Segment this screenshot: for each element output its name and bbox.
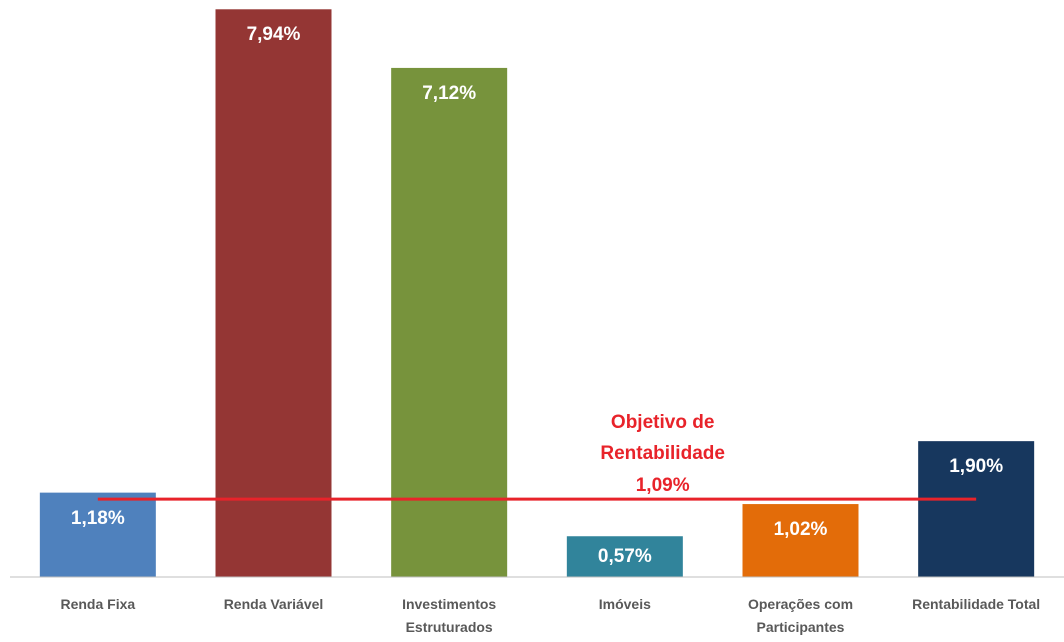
- x-tick-label: Imóveis: [598, 596, 651, 612]
- value-label: 1,02%: [773, 519, 828, 541]
- bar: [918, 441, 1035, 577]
- value-label: 0,57%: [597, 545, 652, 567]
- bar: [39, 492, 156, 577]
- annotation-value: 1,09%: [635, 475, 690, 496]
- bar: [391, 67, 508, 578]
- x-tick-label: Renda Variável: [223, 596, 324, 612]
- value-label: 1,90%: [949, 456, 1004, 478]
- x-tick-label: Renda Fixa: [60, 596, 136, 612]
- bar: [566, 536, 683, 577]
- value-label: 1,18%: [70, 507, 125, 529]
- bar: [215, 9, 332, 578]
- x-tick-label: Investimentos Estruturados: [402, 596, 497, 635]
- x-tick-label: Operações com Participantes: [747, 596, 854, 635]
- annotation: Objetivo de Rentabilidade: [600, 412, 725, 464]
- x-tick-label: Rentabilidade Total: [912, 596, 1041, 612]
- value-label: 7,12%: [422, 82, 477, 104]
- bar: [742, 504, 859, 577]
- value-label: 7,94%: [246, 24, 301, 46]
